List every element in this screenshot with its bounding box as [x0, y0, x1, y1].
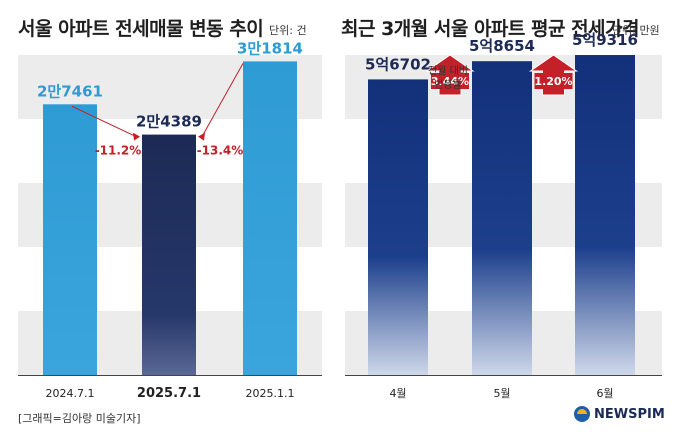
left-bar	[43, 104, 97, 376]
left-chart-unit: 단위: 건	[269, 24, 307, 37]
left-x-tick-label: 2025.7.1	[137, 386, 201, 401]
right-x-tick-label: 4월	[389, 387, 406, 400]
left-x-tick-label: 2025.1.1	[246, 387, 295, 400]
change-arrow-line	[201, 63, 244, 137]
right-x-tick-label: 5월	[493, 387, 510, 400]
newspim-logo-icon	[574, 406, 590, 422]
left-chart-title: 서울 아파트 전세매물 변동 추이	[18, 18, 264, 40]
change-arrow-head	[133, 132, 140, 141]
right-bar	[472, 61, 532, 375]
left-bar-value-label: 2만7461	[37, 82, 103, 100]
left-bar	[243, 61, 297, 376]
change-rate-label-box	[431, 73, 469, 89]
left-bar	[142, 134, 196, 375]
newspim-logo-text: NEWSPIM	[594, 406, 665, 422]
right-bar-value-label: 5억9316	[572, 31, 638, 49]
right-bar	[575, 55, 635, 375]
change-label: -11.2%	[95, 144, 142, 158]
left-bar-value-label: 3만1814	[237, 39, 303, 57]
newspim-logo: NEWSPIM	[574, 406, 665, 422]
change-rate-label: 3.44%	[431, 75, 469, 88]
change-rate-label-box	[534, 73, 573, 89]
left-bar-value-label: 2만4389	[136, 113, 202, 131]
change-rate-caption: 변동률	[434, 79, 462, 91]
change-rate-label: 1.20%	[534, 75, 572, 88]
right-chart-unit: 단위: 만원	[612, 24, 660, 37]
right-bar-value-label: 5억8654	[469, 37, 535, 55]
left-x-tick-label: 2024.7.1	[46, 387, 95, 400]
change-arrow-line	[71, 105, 137, 138]
right-bar-value-label: 5억6702	[365, 55, 431, 73]
change-label: -13.4%	[197, 144, 244, 158]
right-bar	[368, 79, 428, 375]
right-chart-title: 최근 3개월 서울 아파트 평균 전세가격	[341, 18, 640, 40]
change-rate-caption: 전월 대비	[428, 65, 468, 77]
change-arrow-head	[198, 132, 205, 141]
right-x-tick-label: 6월	[596, 387, 613, 400]
graphic-credit: [그래픽=김아랑 미술기자]	[18, 412, 141, 425]
